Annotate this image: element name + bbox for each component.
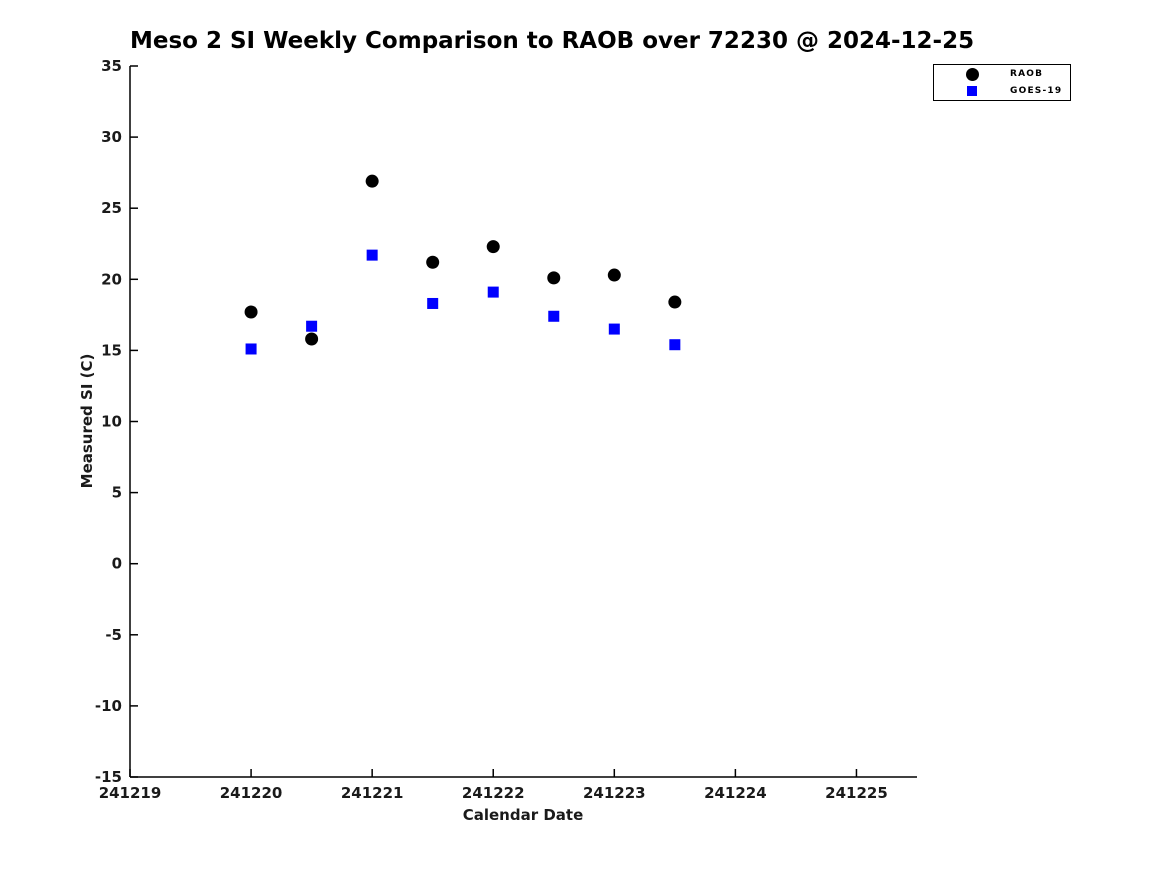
y-tick-label: 10 (101, 413, 122, 431)
legend-marker-cell (934, 86, 1010, 96)
data-point-raob (426, 255, 440, 269)
legend-item-goes-19: GOES-19 (934, 83, 1070, 99)
x-tick-label: 241223 (583, 784, 646, 802)
data-point-raob (365, 174, 379, 188)
data-point-goes-19 (608, 323, 620, 335)
chart-title: Meso 2 SI Weekly Comparison to RAOB over… (130, 28, 975, 54)
y-tick-label: -5 (105, 626, 122, 644)
data-point-raob (244, 305, 258, 319)
y-tick-label: 35 (101, 57, 122, 75)
data-point-goes-19 (366, 249, 378, 261)
data-point-goes-19 (669, 339, 681, 351)
goes-19-square-icon (967, 86, 977, 96)
data-point-raob (607, 268, 621, 282)
data-point-raob (305, 332, 319, 346)
legend-marker-cell (934, 67, 1010, 81)
y-tick-label: -10 (95, 697, 122, 715)
data-point-goes-19 (306, 320, 318, 332)
data-point-raob (668, 295, 682, 309)
data-point-goes-19 (245, 343, 257, 355)
data-point-raob (486, 240, 500, 254)
y-tick-label: 20 (101, 270, 122, 288)
y-tick-label: -15 (95, 768, 122, 786)
data-point-goes-19 (487, 286, 499, 298)
x-tick-label: 241224 (704, 784, 767, 802)
y-axis-label: Measured SI (C) (78, 353, 96, 489)
legend-item-raob: RAOB (934, 66, 1070, 82)
y-tick-label: 0 (112, 555, 122, 573)
legend-label-raob: RAOB (1010, 69, 1044, 79)
data-point-goes-19 (427, 297, 439, 309)
x-tick-label: 241221 (341, 784, 404, 802)
legend: RAOB GOES-19 (933, 64, 1071, 101)
y-tick-label: 5 (112, 484, 122, 502)
y-tick-label: 25 (101, 199, 122, 217)
x-axis-label: Calendar Date (462, 806, 584, 824)
legend-label-goes-19: GOES-19 (1010, 86, 1063, 96)
data-point-raob (547, 271, 561, 285)
y-tick-label: 30 (101, 128, 122, 146)
x-tick-label: 241220 (220, 784, 283, 802)
x-tick-label: 241219 (99, 784, 162, 802)
x-tick-label: 241222 (462, 784, 525, 802)
data-point-goes-19 (548, 310, 560, 322)
y-tick-label: 15 (101, 341, 122, 359)
raob-circle-icon (965, 67, 979, 81)
x-tick-label: 241225 (825, 784, 888, 802)
